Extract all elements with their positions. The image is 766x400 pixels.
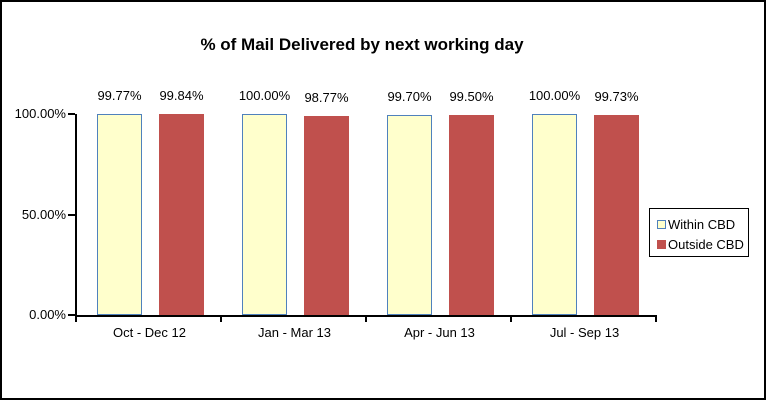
bar-value-label: 98.77%	[304, 90, 349, 106]
x-axis-category-label: Jul - Sep 13	[549, 325, 620, 340]
y-axis-tick	[68, 213, 75, 216]
bar-within-cbd	[97, 114, 142, 315]
bar-within-cbd	[387, 114, 432, 315]
y-axis-tick	[68, 113, 75, 115]
legend-item: Outside CBD	[657, 236, 748, 253]
x-axis-tick	[510, 317, 512, 322]
bar-value-label: 100.00%	[528, 88, 581, 103]
y-axis-tick	[68, 314, 75, 316]
y-axis-tick-label: 100.00%	[14, 106, 66, 121]
bar-outside-cbd	[594, 114, 639, 315]
bar-value-label: 99.73%	[594, 88, 639, 104]
x-axis-tick	[75, 317, 77, 322]
bar-value-label: 99.70%	[387, 88, 432, 104]
bar-within-cbd	[532, 114, 577, 315]
bar-outside-cbd	[304, 116, 349, 315]
x-axis-category-label: Apr - Jun 13	[404, 325, 475, 340]
bar-value-label: 99.50%	[449, 89, 494, 104]
y-axis-tick-label: 0.00%	[29, 307, 66, 322]
y-axis-tick-label: 50.00%	[21, 206, 66, 222]
x-axis-tick	[655, 317, 657, 322]
legend-swatch-outside-cbd	[657, 240, 666, 249]
y-axis-line	[75, 114, 77, 317]
x-axis-tick	[365, 317, 367, 322]
legend: Within CBD Outside CBD	[649, 208, 749, 257]
bar-within-cbd	[242, 114, 287, 315]
bar-value-label: 99.84%	[159, 88, 204, 104]
x-axis-line	[75, 315, 657, 317]
x-axis-category-label: Oct - Dec 12	[113, 325, 186, 340]
chart-title: % of Mail Delivered by next working day	[200, 35, 524, 54]
bar-outside-cbd	[449, 115, 494, 315]
bar-value-label: 99.77%	[97, 88, 142, 104]
bar-outside-cbd	[159, 114, 204, 315]
legend-item: Within CBD	[657, 216, 748, 233]
legend-label: Outside CBD	[668, 237, 744, 252]
x-axis-category-label: Jan - Mar 13	[258, 325, 331, 340]
bar-value-label: 100.00%	[238, 88, 291, 103]
legend-label: Within CBD	[668, 217, 736, 232]
legend-swatch-within-cbd	[657, 220, 666, 229]
x-axis-tick	[220, 317, 222, 322]
